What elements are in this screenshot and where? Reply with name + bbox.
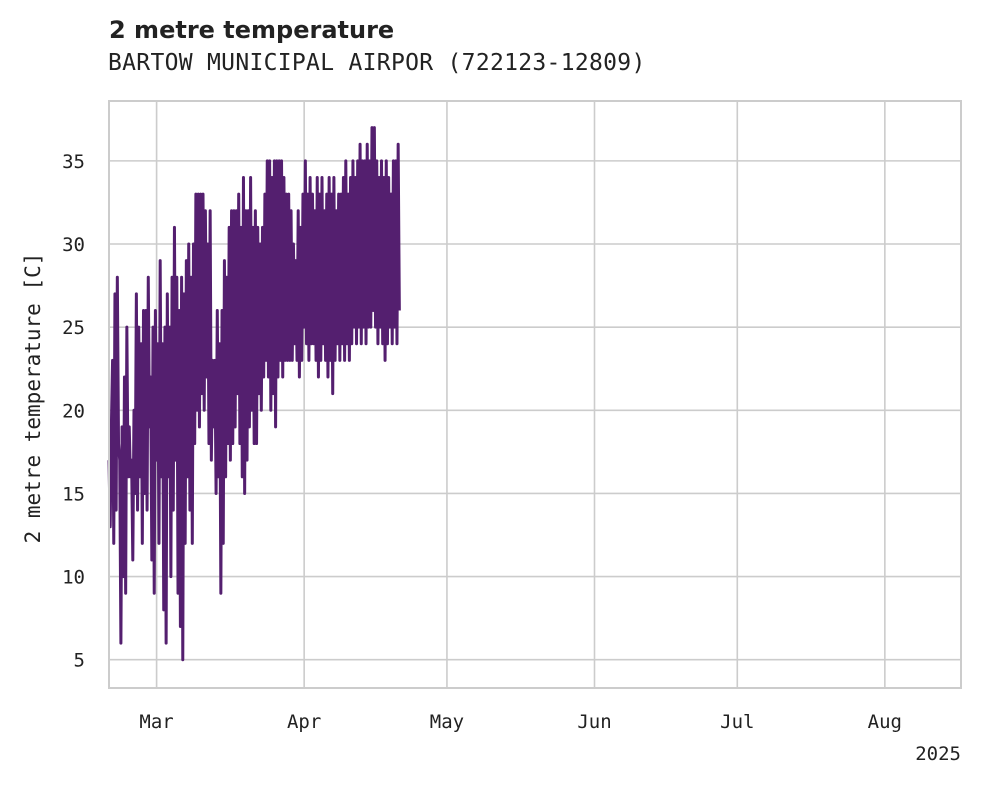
chart-title: 2 metre temperature	[109, 16, 395, 44]
y-tick-label: 5	[74, 650, 85, 672]
chart-subtitle: BARTOW MUNICIPAL AIRPOR (722123-12809)	[108, 50, 646, 76]
series-line-0	[107, 126, 401, 662]
y-tick-label: 35	[62, 151, 85, 173]
y-tick-label: 15	[62, 483, 85, 505]
y-tick-label: 25	[62, 317, 85, 339]
y-axis-ticks: 5 10 15 20 25 30 35	[62, 151, 85, 672]
x-tick-label: Aug	[868, 711, 902, 733]
x-tick-label: Jul	[720, 711, 754, 733]
series-layer	[107, 126, 401, 662]
y-tick-label: 10	[62, 567, 85, 589]
y-axis-label: 2 metre temperature [C]	[21, 253, 45, 544]
x-tick-label: Jun	[577, 711, 611, 733]
y-tick-label: 30	[62, 234, 85, 256]
x-tick-label: May	[430, 711, 464, 733]
plot-frame	[108, 100, 962, 689]
x-tick-label: Mar	[139, 711, 173, 733]
x-tick-label: Apr	[287, 711, 321, 733]
y-tick-label: 20	[62, 400, 85, 422]
x-axis-year-label: 2025	[915, 743, 961, 765]
x-axis-ticks: Mar Apr May Jun Jul Aug	[139, 711, 902, 733]
